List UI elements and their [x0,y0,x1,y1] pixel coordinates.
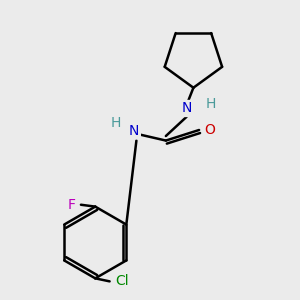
Text: N: N [129,124,139,138]
Text: H: H [110,116,121,130]
Text: H: H [206,97,216,111]
Text: O: O [204,123,215,137]
Text: N: N [182,101,192,116]
Text: F: F [68,198,76,212]
Text: Cl: Cl [115,274,128,288]
